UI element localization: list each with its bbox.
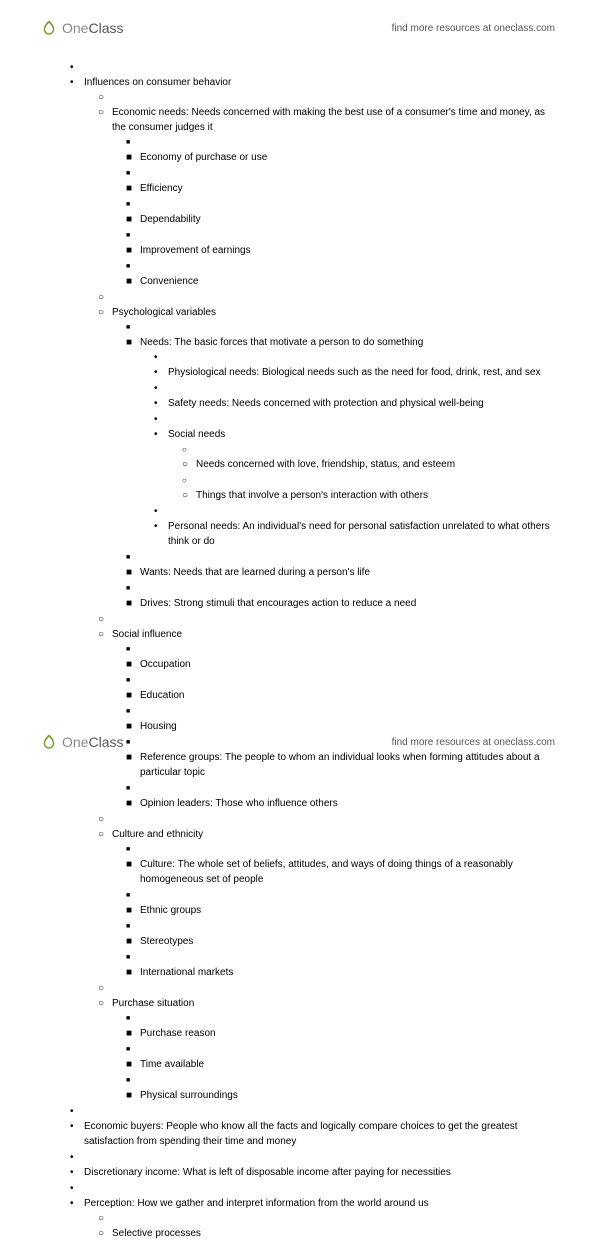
page-header: OneClass find more resources at oneclass… <box>0 8 595 48</box>
list-item: •Influences on consumer behavior ○Econom… <box>70 60 555 1103</box>
list-item: ■Stereotypes <box>126 919 555 949</box>
list-item: ■Time available <box>126 1042 555 1072</box>
list-item: ■Physical surroundings <box>126 1073 555 1103</box>
leaf-icon <box>40 733 58 751</box>
list-item: ■Education <box>126 673 555 703</box>
list-item: •Perception: How we gather and interpret… <box>70 1181 555 1241</box>
list-item: ■Convenience <box>126 259 555 289</box>
list-item: ■Needs: The basic forces that motivate a… <box>126 320 555 549</box>
list-item: ○Things that involve a person's interact… <box>182 473 555 503</box>
list-item: ■Culture: The whole set of beliefs, atti… <box>126 842 555 887</box>
page-footer: OneClass find more resources at oneclass… <box>0 722 595 762</box>
list-item: ○Psychological variables ■Needs: The bas… <box>98 290 555 611</box>
list-item: •Social needs ○Needs concerned with love… <box>154 412 555 503</box>
list-item: ■Economy of purchase or use <box>126 135 555 165</box>
list-item: ○Social influence ■Occupation ■Education… <box>98 612 555 811</box>
list-item: ■Wants: Needs that are learned during a … <box>126 550 555 580</box>
document-body: •Influences on consumer behavior ○Econom… <box>70 60 555 710</box>
list-item: ○Selective processes <box>98 1211 555 1241</box>
brand-logo-footer: OneClass <box>40 733 123 751</box>
list-item: ○Culture and ethnicity ■Culture: The who… <box>98 812 555 980</box>
list-item: •Personal needs: An individual's need fo… <box>154 504 555 549</box>
list-item: ○Purchase situation ■Purchase reason ■Ti… <box>98 981 555 1103</box>
list-item: ■Purchase reason <box>126 1011 555 1041</box>
list-item: ■Ethnic groups <box>126 888 555 918</box>
list-item: ■Dependability <box>126 197 555 227</box>
list-item: •Economic buyers: People who know all th… <box>70 1104 555 1149</box>
list-item: ■Drives: Strong stimuli that encourages … <box>126 581 555 611</box>
brand-text: OneClass <box>62 20 123 36</box>
list-item: ■Improvement of earnings <box>126 228 555 258</box>
list-item: ■Efficiency <box>126 166 555 196</box>
brand-logo: OneClass <box>40 19 123 37</box>
list-item: •Safety needs: Needs concerned with prot… <box>154 381 555 411</box>
list-item: ■Occupation <box>126 642 555 672</box>
list-item: ○Economic needs: Needs concerned with ma… <box>98 90 555 289</box>
resources-link-bottom[interactable]: find more resources at oneclass.com <box>392 737 555 748</box>
brand-text: OneClass <box>62 734 123 750</box>
list-item: ■International markets <box>126 950 555 980</box>
resources-link-top[interactable]: find more resources at oneclass.com <box>392 23 555 34</box>
list-item: ○Needs concerned with love, friendship, … <box>182 442 555 472</box>
leaf-icon <box>40 19 58 37</box>
list-item: ■Opinion leaders: Those who influence ot… <box>126 781 555 811</box>
list-item: •Discretionary income: What is left of d… <box>70 1150 555 1180</box>
list-item: •Physiological needs: Biological needs s… <box>154 350 555 380</box>
